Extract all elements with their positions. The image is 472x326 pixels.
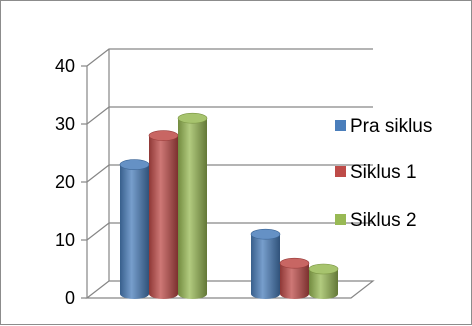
bars [119,112,339,299]
legend-label: Siklus 1 [350,162,417,183]
bar-body [178,118,207,299]
y-tick-label: 30 [55,114,75,134]
legend-item: Pra siklus [335,116,432,137]
gridline [86,222,373,241]
bar [148,130,179,299]
legend-swatch [335,214,346,225]
y-axis: 0 10 20 30 40 [55,56,87,308]
bar-body [309,269,338,299]
gridline [86,164,373,183]
bar [119,159,150,299]
bar-body [251,234,280,299]
bar [308,263,339,299]
bar [177,112,208,299]
bar [279,257,310,299]
legend-swatch [335,120,346,131]
bar-top [279,257,310,269]
y-tick-label: 0 [65,288,75,308]
y-tick-label: 20 [55,172,75,192]
bar [250,228,281,299]
legend-label: Pra siklus [350,116,432,137]
gridline [86,48,373,67]
bar-top [148,130,179,141]
legend-item: Siklus 1 [335,162,417,183]
gridlines [86,48,373,241]
bar-body [149,135,178,299]
bar-top [177,112,208,124]
bar-top [250,228,281,240]
bar-top [119,159,150,170]
legend: Pra siklus Siklus 1 Siklus 2 [335,116,432,231]
gridline [86,106,373,125]
bar-top [308,263,339,275]
bar-body [120,164,149,299]
legend-label: Siklus 2 [350,210,417,231]
legend-swatch [335,166,346,177]
y-tick-label: 40 [55,56,75,76]
legend-item: Siklus 2 [335,210,417,231]
bar-body [280,263,309,299]
y-tick-label: 10 [55,230,75,250]
